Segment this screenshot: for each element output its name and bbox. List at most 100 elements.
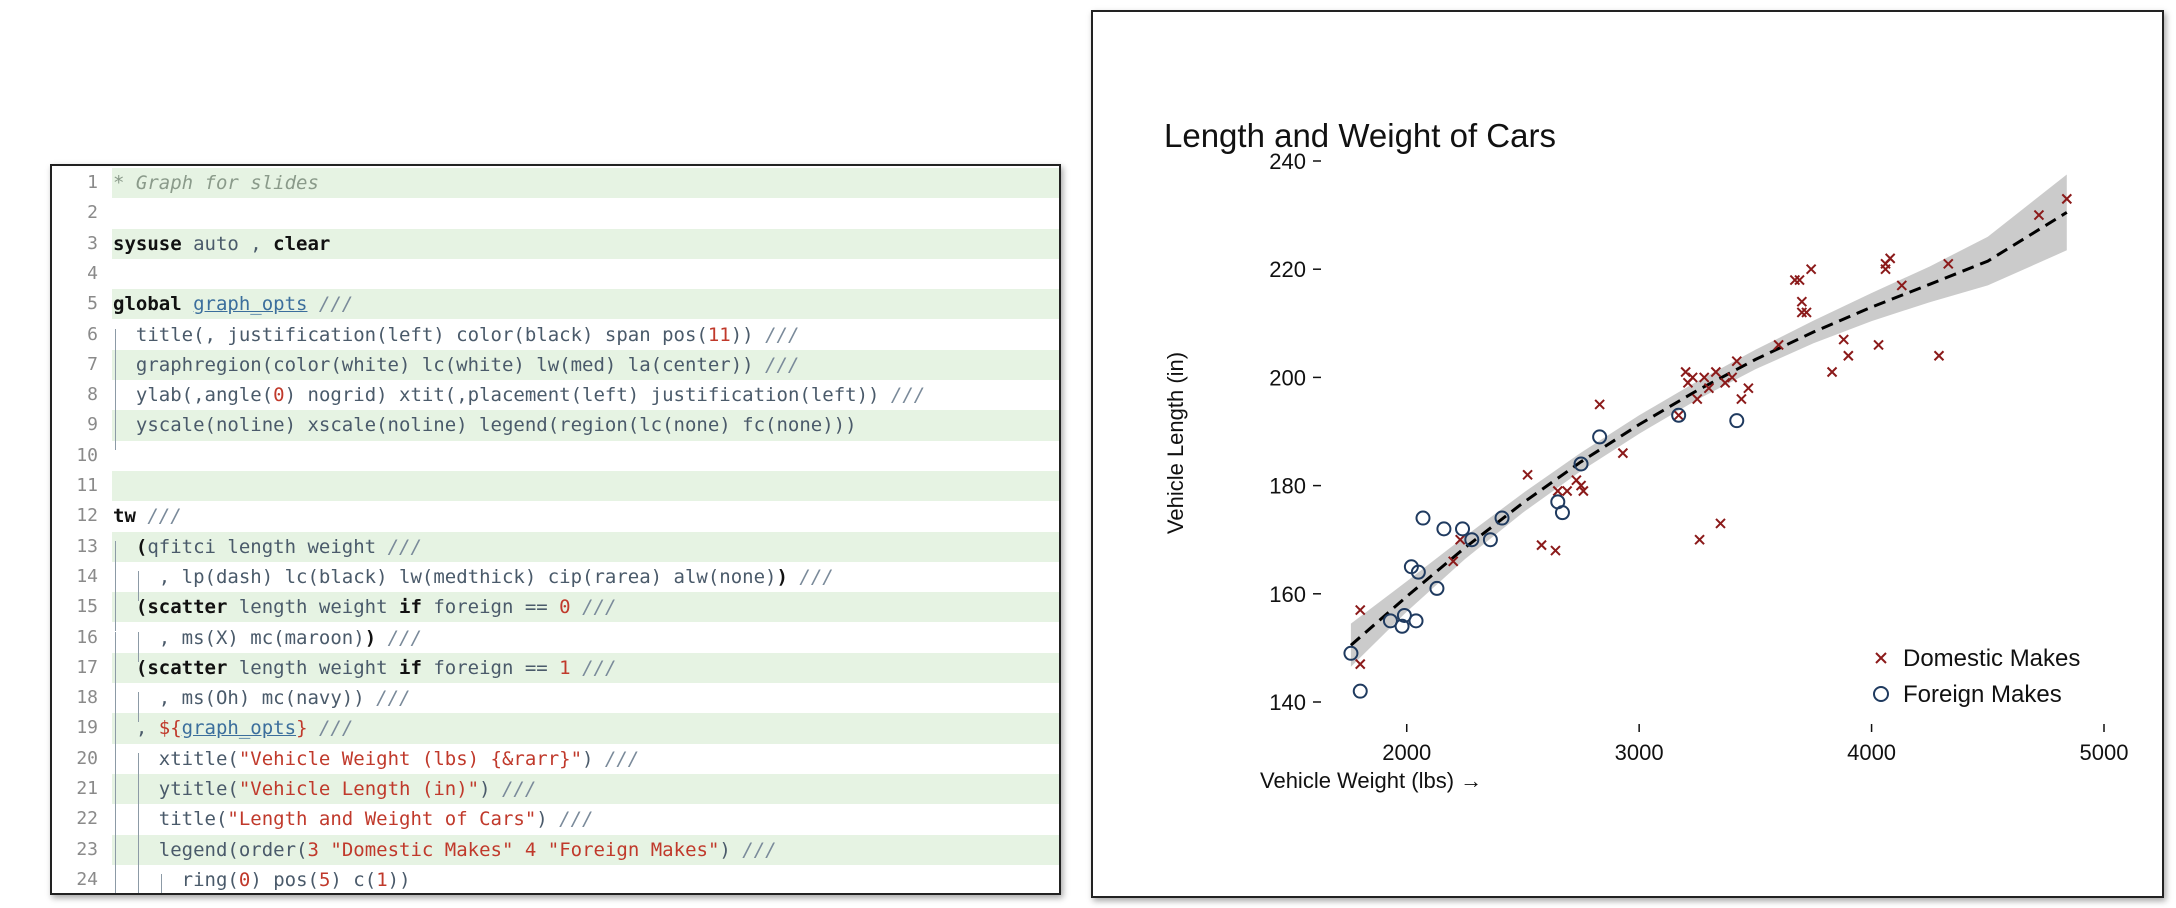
- domestic-point: [2033, 209, 2045, 221]
- code-token: [319, 839, 330, 861]
- code-line[interactable]: 3 sysuse auto , clear: [52, 228, 1059, 260]
- code-line[interactable]: 6 title(, justification(left) color(black…: [52, 320, 1059, 359]
- code-token: 4: [524, 838, 537, 861]
- code-line[interactable]: 23 legend(order(3 "Domestic Makes" 4 "For…: [52, 834, 1059, 874]
- code-line[interactable]: 18 , ms(Oh) mc(navy)) ///: [52, 683, 1059, 723]
- code-token: ///: [501, 778, 537, 800]
- code-token: ///: [135, 505, 182, 528]
- code-line[interactable]: 14 , lp(dash) lc(black) lw(medthick) cip(…: [52, 562, 1059, 602]
- x-axis-title: Vehicle Weight (lbs) →: [1260, 768, 1482, 793]
- foreign-point: [1729, 413, 1745, 429]
- code-editor[interactable]: 1 * Graph for slides 2 3 sysuse auto , clear…: [50, 164, 1061, 895]
- code-token: ///: [307, 717, 354, 740]
- code-token: length weight: [227, 656, 399, 679]
- code-token: }: [296, 717, 308, 740]
- x-tick-label: 2000: [1382, 740, 1431, 765]
- code-line[interactable]: 22 title("Length and Weight of Cars") ///: [52, 804, 1059, 844]
- code-line[interactable]: 20 xtitle("Vehicle Weight (lbs) {&rarr}")…: [52, 744, 1059, 783]
- code-token: tw: [113, 505, 136, 528]
- code-text: sysuse auto , clear: [113, 229, 330, 259]
- y-tick-label: 140: [1269, 690, 1306, 715]
- domestic-point: [2061, 193, 2073, 205]
- code-line[interactable]: 16 , ms(X) mc(maroon)) ///: [52, 623, 1059, 662]
- legend-domestic-marker: [1875, 652, 1887, 664]
- domestic-point: [1561, 485, 1573, 497]
- code-token: , lp(dash) lc(black) lw(medthick) cip(ra…: [158, 565, 777, 588]
- domestic-point: [1896, 280, 1907, 291]
- code-token: legend(order(: [158, 838, 308, 861]
- code-token: foreign ==: [421, 596, 560, 619]
- domestic-point: [1692, 393, 1703, 405]
- line-number: 1: [87, 172, 98, 193]
- code-line[interactable]: 12 tw ///: [52, 501, 1059, 531]
- code-text: graphregion(color(white) lc(white) lw(me…: [113, 350, 799, 390]
- foreign-point: [1394, 618, 1410, 634]
- code-line[interactable]: 9 yscale(noline) xscale(noline) legend(re…: [52, 410, 1059, 450]
- code-text: xtitle("Vehicle Weight (lbs) {&rarr}") /…: [113, 744, 640, 783]
- code-line[interactable]: 24 ring(0) pos(5) c(1)): [52, 865, 1059, 893]
- code-line[interactable]: 17 (scatter length weight if foreign == 1…: [52, 652, 1059, 693]
- confidence-band: [1350, 174, 2067, 667]
- code-token: ): [479, 778, 502, 800]
- domestic-point: [1355, 658, 1366, 670]
- code-line[interactable]: 13 (qfitci length weight ///: [52, 531, 1059, 571]
- code-line[interactable]: 11: [52, 471, 1059, 502]
- domestic-point: [1789, 274, 1801, 286]
- code-token: 1: [559, 656, 571, 679]
- code-text: ring(0) pos(5) c(1)): [113, 865, 411, 893]
- code-line[interactable]: 15 (scatter length weight if foreign == 0…: [52, 592, 1059, 632]
- code-token: ) c(: [330, 868, 377, 891]
- code-line[interactable]: 10: [52, 441, 1059, 471]
- line-number: 18: [76, 687, 98, 709]
- line-number: 8: [87, 384, 98, 406]
- code-token: if: [399, 596, 422, 619]
- line-number: 14: [76, 565, 98, 587]
- domestic-point: [1743, 383, 1754, 394]
- code-token: length weight: [227, 596, 399, 619]
- foreign-point: [1573, 456, 1589, 472]
- code-token: ///: [307, 293, 354, 316]
- code-token: 11: [707, 323, 731, 346]
- code-token: if: [399, 656, 422, 679]
- code-token: (scatter: [135, 656, 228, 679]
- code-token: auto ,: [181, 232, 274, 255]
- domestic-point: [1731, 355, 1742, 367]
- code-line[interactable]: 2: [52, 198, 1059, 228]
- code-token: ///: [570, 656, 617, 679]
- line-number: 9: [87, 414, 98, 436]
- code-token: 1: [376, 868, 388, 891]
- foreign-point: [1671, 407, 1687, 423]
- domestic-point: [1552, 485, 1564, 497]
- chart-svg: Length and Weight of Cars 140 160 180 200 220…: [1163, 117, 2128, 793]
- domestic-point: [1736, 393, 1747, 405]
- code-token: ): [536, 808, 560, 831]
- code-line[interactable]: 19, ${graph_opts} ///: [52, 713, 1059, 753]
- code-token: )): [387, 868, 411, 891]
- y-axis-title: Vehicle Length (in): [1163, 352, 1188, 534]
- foreign-point: [1408, 613, 1424, 629]
- code-token: graph_opts: [181, 717, 297, 740]
- domestic-point: [1873, 339, 1884, 351]
- code-text: yscale(noline) xscale(noline) legend(reg…: [113, 410, 857, 450]
- code-token: "Domestic Makes": [330, 838, 514, 861]
- line-number: 21: [76, 778, 98, 799]
- line-number: 3: [87, 232, 98, 254]
- code-text: , ms(Oh) mc(navy)) ///: [113, 683, 410, 723]
- x-tick-label: 3000: [1615, 740, 1664, 765]
- code-token: ///: [604, 747, 640, 770]
- chart-title: Length and Weight of Cars: [1164, 117, 1556, 154]
- code-line[interactable]: 7 graphregion(color(white) lc(white) lw(m…: [52, 349, 1059, 390]
- code-token: global: [113, 293, 182, 316]
- legend-foreign-marker: [1873, 686, 1889, 702]
- code-text: * Graph for slides: [113, 168, 319, 198]
- domestic-point: [1726, 372, 1738, 383]
- domestic-point: [1355, 604, 1366, 616]
- code-line[interactable]: 21 ytitle("Vehicle Length (in)") ///: [52, 774, 1059, 814]
- foreign-point: [1415, 510, 1431, 526]
- code-line[interactable]: 8 ylab(,angle(0) nogrid) xtit(,placement(…: [52, 380, 1059, 420]
- code-line[interactable]: 1 * Graph for slides: [52, 168, 1059, 199]
- code-line[interactable]: 5 global graph_opts ///: [52, 289, 1059, 320]
- code-token: (scatter: [135, 596, 228, 619]
- code-line[interactable]: 4: [52, 259, 1059, 289]
- domestic-point: [1694, 534, 1705, 545]
